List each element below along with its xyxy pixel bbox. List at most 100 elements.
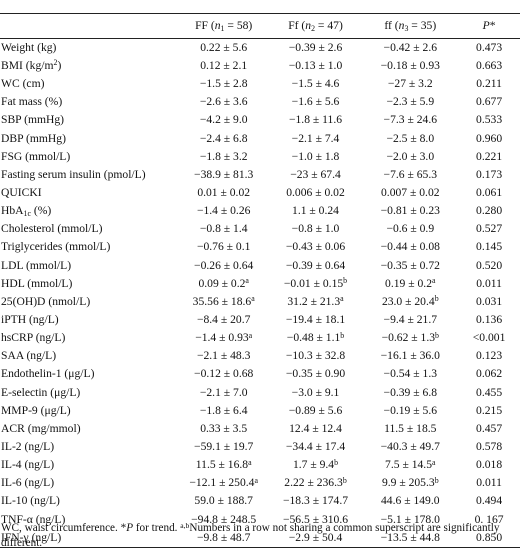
cell-ff: −2.6 ± 3.6 xyxy=(199,95,248,109)
cell-ff-lower: −40.3 ± 49.7 xyxy=(380,439,440,453)
cell-variable: Fat mass (%) xyxy=(1,95,63,109)
header-p-value: P* xyxy=(458,13,520,39)
cell-variable: WC (cm) xyxy=(1,77,45,91)
table-row: DBP (mmHg) −2.4 ± 6.8 −2.1 ± 7.4 −2.5 ± 8.0… xyxy=(0,130,520,148)
cell-ff-lower: 44.6 ± 149.0 xyxy=(381,494,440,508)
cell-variable: hsCRP (ng/L) xyxy=(1,331,66,345)
cell-variable: HDL (mmol/L) xyxy=(1,276,73,290)
cell-variable: HbA1c (%) xyxy=(1,204,52,219)
cell-Ff: −2.9 ± 50.4 xyxy=(268,528,363,548)
cell-p: 0.533 xyxy=(476,113,503,127)
cell-ff-lower: −7.6 ± 65.3 xyxy=(383,167,438,181)
cell-ff: −2.1 ± 7.0 xyxy=(199,385,248,399)
cell-ff: −38.9 ± 81.3 xyxy=(194,167,254,181)
cell-Ff: −10.3 ± 32.8 xyxy=(285,349,346,363)
cell-variable: SBP (mmHg) xyxy=(1,113,65,127)
header-ff-group: FF (n1 = 58) xyxy=(178,13,269,39)
cell-Ff: −56.5 ± 310.6 xyxy=(282,512,349,526)
cell-ff-lower: 11.5 ± 18.5 xyxy=(384,421,437,435)
cell-Ff: −23 ± 67.4 xyxy=(290,167,341,181)
cell-variable: LDL (mmol/L) xyxy=(1,258,72,272)
cell-ff: 0.22 ± 5.6 xyxy=(200,40,248,54)
cell-p: 0.018 xyxy=(476,458,503,472)
cell-p: 0.520 xyxy=(476,258,503,272)
cell-ff-lower: −0.19 ± 5.6 xyxy=(383,403,438,417)
cell-variable: BMI (kg/m2) xyxy=(1,58,62,72)
cell-ff: −0.26 ± 0.64 xyxy=(194,258,254,272)
header-variable xyxy=(0,13,179,39)
cell-ff: −9.8 ± 48.7 xyxy=(178,528,269,548)
cell-Ff: 1.1 ± 0.24 xyxy=(292,204,339,218)
cell-variable: Triglycerides (mmol/L) xyxy=(1,240,111,254)
table-row: IL-10 (ng/L) 59.0 ± 188.7 −18.3 ± 174.7 44.… xyxy=(0,493,520,511)
cell-ff-lower: 0.007 ± 0.02 xyxy=(381,185,440,199)
cell-p: 0.457 xyxy=(476,421,503,435)
table-row: LDL (mmol/L) −0.26 ± 0.64 −0.39 ± 0.64 −0.3… xyxy=(0,257,520,275)
cell-Ff: −0.43 ± 0.06 xyxy=(285,240,346,254)
cell-variable: MMP-9 (μg/L) xyxy=(1,403,71,417)
cell-Ff: −1.0 ± 1.8 xyxy=(291,149,340,163)
cell-p: 0.062 xyxy=(476,367,503,381)
cell-p: 0.215 xyxy=(476,403,503,417)
cell-Ff: −1.5 ± 4.6 xyxy=(291,77,340,91)
cell-variable: Weight (kg) xyxy=(1,40,57,54)
cell-ff-lower: −2.5 ± 8.0 xyxy=(386,131,435,145)
cell-variable: QUICKI xyxy=(1,185,42,199)
table-row: BMI (kg/m2) 0.12 ± 2.1 −0.13 ± 1.0 −0.18 ± … xyxy=(0,57,520,75)
table-row: HDL (mmol/L) 0.09 ± 0.2a −0.01 ± 0.15b 0.19… xyxy=(0,275,520,293)
cell-ff-lower: −2.3 ± 5.9 xyxy=(386,95,435,109)
cell-ff: 0.09 ± 0.2a xyxy=(198,276,249,290)
cell-ff: −0.12 ± 0.68 xyxy=(194,367,254,381)
table-header-row: FF (n1 = 58) Ff (n2 = 47) ff (n3 = 35) P… xyxy=(0,13,520,39)
cell-variable: iPTH (ng/L) xyxy=(1,312,59,326)
cell-Ff: −1.8 ± 11.6 xyxy=(288,113,343,127)
cell-ff: −2.1 ± 48.3 xyxy=(196,349,251,363)
cell-variable: FSG (mmol/L) xyxy=(1,149,71,163)
cell-p: 0.280 xyxy=(476,204,503,218)
cell-variable: Cholesterol (mmol/L) xyxy=(1,222,103,236)
header-Ff-group: Ff (n2 = 47) xyxy=(268,13,363,39)
cell-Ff: −0.13 ± 1.0 xyxy=(288,59,343,72)
cell-ff: −1.5 ± 2.8 xyxy=(199,77,248,91)
cell-variable: IL-6 (ng/L) xyxy=(1,476,55,490)
cell-Ff: 31.2 ± 21.3a xyxy=(287,294,344,308)
cell-ff: −1.4 ± 0.26 xyxy=(196,204,251,218)
cell-ff: −0.76 ± 0.1 xyxy=(196,240,251,254)
cell-ff: −1.4 ± 0.93a xyxy=(195,330,253,345)
cell-ff-lower: −7.3 ± 24.6 xyxy=(383,113,438,127)
cell-ff: 35.56 ± 18.6a xyxy=(192,294,255,308)
cell-ff-lower: −0.81 ± 0.23 xyxy=(380,204,440,218)
cell-variable: Endothelin-1 (μg/L) xyxy=(1,367,95,381)
cell-p: 0.123 xyxy=(476,349,503,363)
cell-ff: −4.2 ± 9.0 xyxy=(199,113,248,127)
cell-p: 0.011 xyxy=(476,276,502,290)
cell-Ff: −0.39 ± 0.64 xyxy=(285,258,346,272)
table-row: HbA1c (%) −1.4 ± 0.26 1.1 ± 0.24 −0.81 ± 0.… xyxy=(0,202,520,220)
table-row: QUICKI 0.01 ± 0.02 0.006 ± 0.02 0.007 ± 0.0… xyxy=(0,184,520,202)
cell-ff-lower: −13.5 ± 44.8 xyxy=(362,528,459,548)
cell-p: 0.527 xyxy=(476,222,503,236)
cell-Ff: −18.3 ± 174.7 xyxy=(282,494,349,508)
cell-p: 0.136 xyxy=(476,312,503,326)
cell-p: 0.494 xyxy=(476,494,503,508)
table-row: Weight (kg) 0.22 ± 5.6 −0.39 ± 2.6 −0.42 ± … xyxy=(0,39,520,58)
cell-variable: IFN-γ (ng/L) xyxy=(0,528,179,548)
cell-ff: 59.0 ± 188.7 xyxy=(194,494,253,508)
cell-variable: IL-10 (ng/L) xyxy=(1,494,60,508)
table-row: 25(OH)D (nmol/L) 35.56 ± 18.6a 31.2 ± 21.3… xyxy=(0,293,520,311)
cell-ff-lower: −0.35 ± 0.72 xyxy=(380,258,440,272)
cell-variable: E-selectin (μg/L) xyxy=(1,385,81,399)
cell-ff-lower: −0.39 ± 6.8 xyxy=(383,385,438,399)
cell-ff-lower: −2.0 ± 3.0 xyxy=(386,149,435,163)
cell-ff-lower: −0.42 ± 2.6 xyxy=(383,40,438,54)
cell-ff-lower: −0.44 ± 0.08 xyxy=(380,240,440,254)
cell-p: 0.011 xyxy=(476,476,502,490)
cell-variable: IL-2 (ng/L) xyxy=(1,439,55,453)
cell-Ff: −1.6 ± 5.6 xyxy=(291,95,340,109)
header-ff-lower-group: ff (n3 = 35) xyxy=(362,13,459,39)
cell-p: 0.677 xyxy=(476,95,503,109)
cell-ff: 0.12 ± 2.1 xyxy=(200,59,248,72)
cell-ff-lower: −9.4 ± 21.7 xyxy=(383,312,438,326)
cell-Ff: −3.0 ± 9.1 xyxy=(291,385,340,399)
cell-variable: Fasting serum insulin (pmol/L) xyxy=(1,167,146,181)
